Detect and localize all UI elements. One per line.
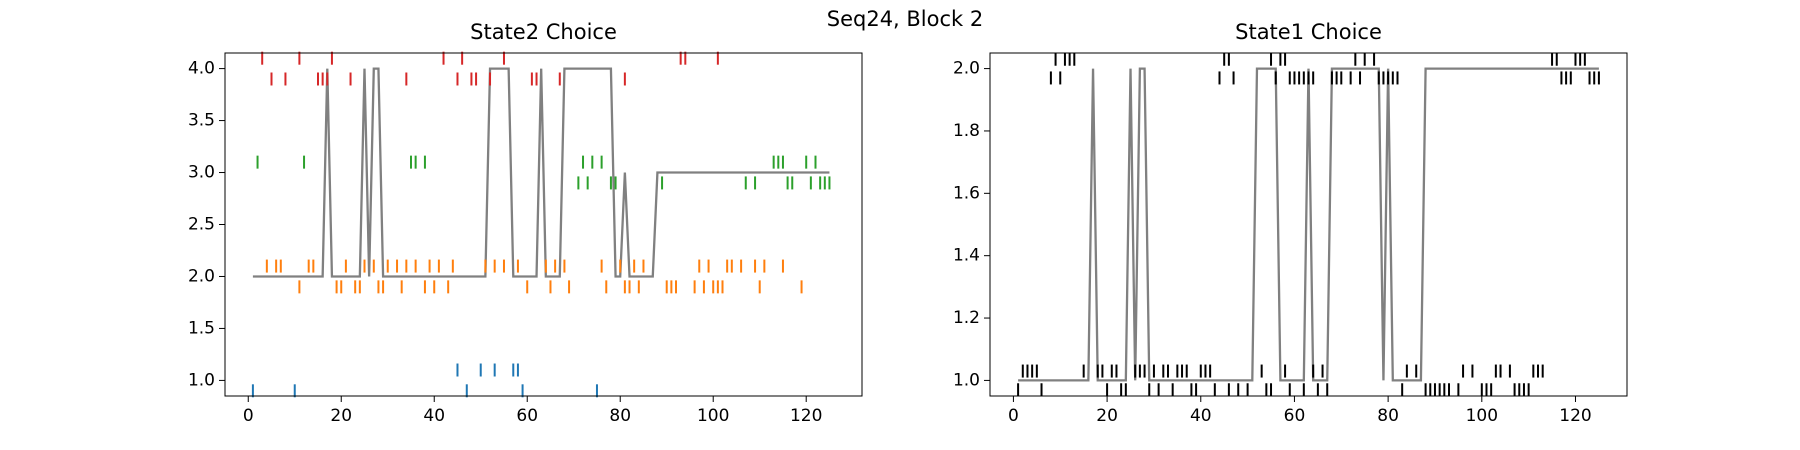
y-tick-label: 1.5 [188, 318, 215, 338]
subplot-title: State2 Choice [470, 20, 617, 44]
x-tick-label: 100 [1466, 406, 1498, 426]
x-tick-label: 40 [1190, 406, 1212, 426]
y-tick-label: 3.5 [188, 111, 215, 131]
x-tick-label: 20 [330, 406, 352, 426]
state-line [252, 67, 830, 278]
y-tick-label: 1.0 [953, 370, 980, 390]
x-tick-label: 0 [243, 406, 254, 426]
x-tick-label: 120 [790, 406, 822, 426]
state-line [1018, 67, 1599, 382]
x-tick-label: 0 [1008, 406, 1019, 426]
y-tick-label: 3.0 [188, 163, 215, 183]
x-tick-label: 40 [423, 406, 445, 426]
x-tick-label: 20 [1096, 406, 1118, 426]
y-tick-label: 1.0 [188, 370, 215, 390]
axes-frame [224, 52, 863, 397]
y-tick-label: 2.0 [953, 59, 980, 79]
figure-title: Seq24, Block 2 [827, 7, 984, 31]
x-tick-label: 100 [697, 406, 729, 426]
y-tick-label: 1.4 [953, 246, 980, 266]
y-tick-label: 1.6 [953, 183, 980, 203]
x-tick-label: 80 [1377, 406, 1399, 426]
y-tick-label: 1.2 [953, 308, 980, 328]
y-tick-label: 2.5 [188, 215, 215, 235]
y-tick-label: 2.0 [188, 266, 215, 286]
subplot-title: State1 Choice [1235, 20, 1382, 44]
y-tick-label: 4.0 [188, 59, 215, 79]
y-tick-label: 1.8 [953, 121, 980, 141]
x-tick-label: 80 [609, 406, 631, 426]
x-tick-label: 60 [516, 406, 538, 426]
x-tick-label: 60 [1284, 406, 1306, 426]
axes-frame [989, 52, 1628, 397]
x-tick-label: 120 [1559, 406, 1591, 426]
